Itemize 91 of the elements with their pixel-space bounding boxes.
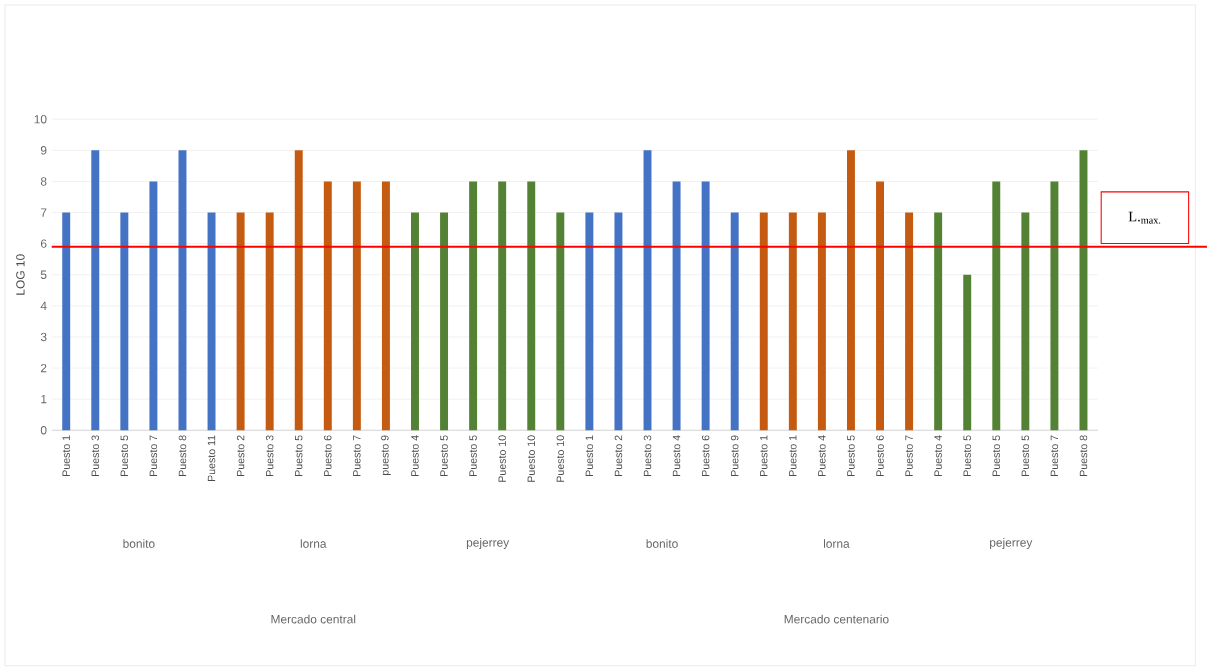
x-tick-label: Puesto 1 xyxy=(585,435,594,477)
x-tick-label: Puesto 7 xyxy=(905,435,913,477)
bar xyxy=(527,181,536,431)
bar xyxy=(934,212,943,431)
x-tick-label: Puesto 5 xyxy=(120,435,129,477)
y-tick-label: 9 xyxy=(40,146,47,155)
x-tick-label: Puesto 3 xyxy=(643,435,652,477)
x-tick-label: Puesto 8 xyxy=(1079,435,1088,477)
bar xyxy=(265,212,274,431)
bar xyxy=(905,212,914,431)
bar xyxy=(846,150,855,431)
x-tick-label: Puesto 5 xyxy=(1021,435,1030,477)
bar xyxy=(411,212,419,431)
bar xyxy=(1021,212,1030,431)
x-tick-label: Puesto 4 xyxy=(411,435,419,477)
y-tick-label: 7 xyxy=(40,208,47,217)
y-tick-label: 3 xyxy=(40,332,47,342)
x-tick-label: Puesto 5 xyxy=(469,435,477,477)
y-tick-label: 5 xyxy=(40,270,47,280)
bar xyxy=(585,212,594,431)
text: pejerrey xyxy=(466,538,510,550)
x-tick-label: Puesto 6 xyxy=(701,435,710,477)
bar xyxy=(440,212,449,431)
bar xyxy=(730,212,739,431)
x-tick-label: Puesto 4 xyxy=(934,435,942,477)
x-tick-label: Puesto 4 xyxy=(672,435,681,477)
bar xyxy=(876,181,884,431)
x-tick-label: Puesto 10 xyxy=(498,435,506,482)
x-tick-label: Puesto 5 xyxy=(440,435,448,477)
bar xyxy=(207,212,216,431)
bar xyxy=(556,212,565,431)
bar xyxy=(701,181,710,431)
bar xyxy=(963,274,972,431)
x-tick-label: Puesto 6 xyxy=(324,435,332,477)
ref-line-label: L.$_{max.}$ xyxy=(1128,211,1161,224)
text: bonito xyxy=(123,539,155,549)
bar xyxy=(614,212,623,431)
x-tick-label: Puesto 5 xyxy=(963,435,971,477)
bar xyxy=(817,212,826,431)
text: Mercado central xyxy=(271,614,356,624)
bar xyxy=(788,212,797,431)
text: bonito xyxy=(646,539,678,549)
bar xyxy=(992,181,1001,431)
bar xyxy=(62,212,71,431)
y-tick-label: 8 xyxy=(40,177,47,186)
y-tick-label: 0 xyxy=(40,426,47,435)
x-tick-label: Puesto 6 xyxy=(876,435,884,477)
x-tick-label: Puesto 7 xyxy=(149,435,158,477)
x-tick-label: Puesto 10 xyxy=(527,435,535,482)
y-tick-label: 1 xyxy=(41,395,47,404)
bar xyxy=(323,181,332,431)
bar xyxy=(469,181,478,431)
x-tick-label: Puesto 7 xyxy=(353,435,361,477)
x-tick-label: Puesto 11 xyxy=(207,435,216,482)
bar xyxy=(381,181,390,431)
x-tick-label: Puesto 8 xyxy=(178,435,187,477)
x-tick-label: Puesto 2 xyxy=(236,435,245,477)
bar xyxy=(352,181,361,431)
x-tick-label: Puesto 1 xyxy=(789,435,797,477)
text: lorna xyxy=(300,539,327,549)
bar xyxy=(1050,181,1059,431)
x-tick-label: Puesto 3 xyxy=(265,435,274,477)
bar xyxy=(294,150,303,431)
y-tick-label: 6 xyxy=(40,239,47,249)
bar xyxy=(91,150,100,431)
bar xyxy=(120,212,129,431)
y-tick-label: 2 xyxy=(40,364,47,373)
x-tick-label: Puesto 3 xyxy=(91,435,100,477)
x-tick-label: Puesto 9 xyxy=(730,435,739,477)
x-tick-label: Puesto 5 xyxy=(295,435,303,477)
bar xyxy=(672,181,681,431)
bar xyxy=(178,150,187,431)
x-tick-label: Puesto 7 xyxy=(1050,435,1059,477)
x-tick-label: Puesto 1 xyxy=(62,435,70,477)
y-axis-title: LOG 10 xyxy=(16,254,25,295)
x-tick-label: Puesto 2 xyxy=(614,435,623,477)
bar xyxy=(498,181,507,431)
text: pejerrey xyxy=(990,538,1033,550)
x-tick-label: Puesto 5 xyxy=(992,435,1000,477)
x-tick-label: Puesto 4 xyxy=(818,435,826,477)
x-tick-label: Puesto 10 xyxy=(556,435,565,482)
y-tick-label: 4 xyxy=(40,301,47,311)
x-tick-label: puesto 9 xyxy=(381,435,391,476)
text: Mercado centenario xyxy=(784,614,889,624)
text: lorna xyxy=(823,539,850,549)
x-tick-label: Puesto 1 xyxy=(760,435,768,477)
bar xyxy=(236,212,245,431)
bar xyxy=(149,181,158,431)
x-tick-label: Puesto 5 xyxy=(847,435,855,477)
y-tick-label: 10 xyxy=(34,115,47,124)
bar xyxy=(759,212,768,431)
